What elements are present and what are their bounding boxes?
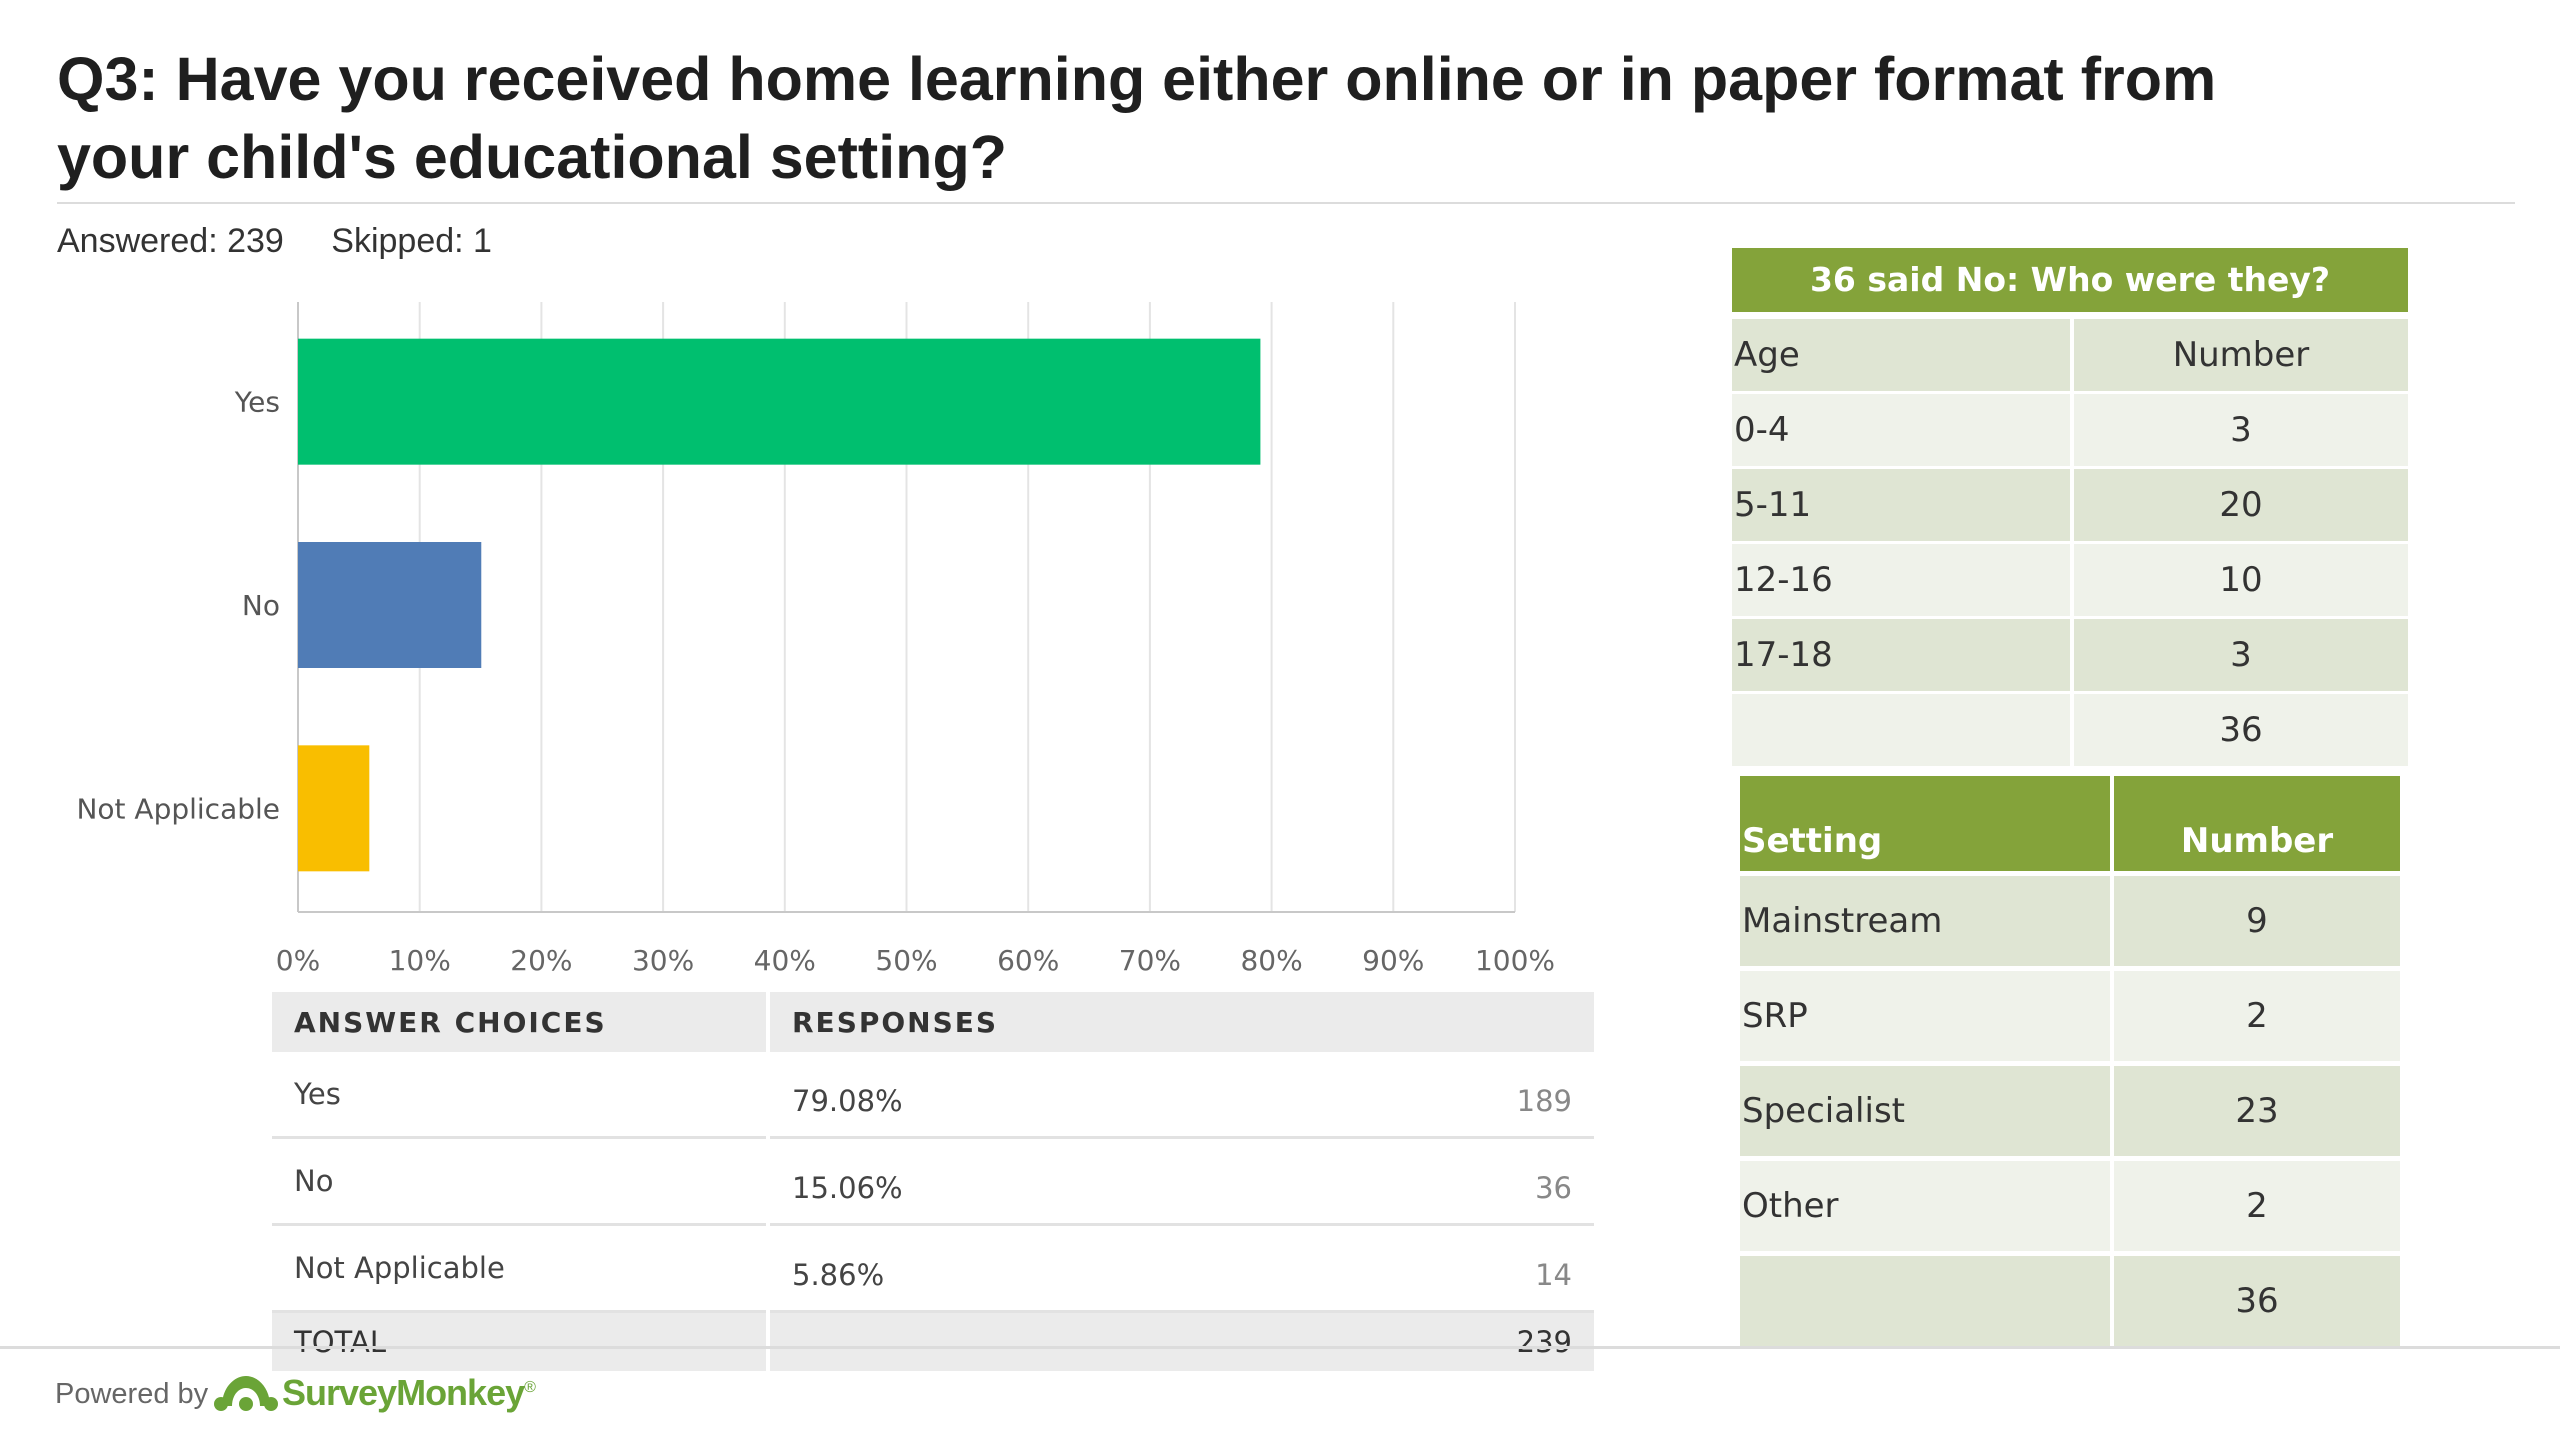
number-cell: 10 — [2070, 542, 2408, 619]
table-row: Yes 79.08% 189 — [272, 1052, 1594, 1139]
answer-choice-label: Yes — [272, 1052, 768, 1139]
age-cell: 12-16 — [1732, 542, 2072, 619]
setting-cell: Mainstream — [1740, 871, 2112, 969]
response-percent: 79.08% — [765, 1052, 1274, 1139]
header-responses: RESPONSES — [766, 992, 1594, 1052]
x-tick-label: 0% — [276, 944, 320, 977]
total-label: TOTAL — [272, 1311, 768, 1371]
number-cell: 3 — [2070, 617, 2408, 694]
category-label: Not Applicable — [76, 792, 280, 825]
skipped-count: Skipped: 1 — [331, 222, 492, 260]
header-answer-choices: ANSWER CHOICES — [272, 992, 768, 1052]
response-count: 14 — [1273, 1224, 1594, 1313]
bar-yes[interactable] — [298, 338, 1261, 465]
x-tick-label: 40% — [754, 944, 816, 977]
x-tick-label: 60% — [997, 944, 1059, 977]
footer-divider — [0, 1346, 2560, 1349]
bar-not-applicable[interactable] — [298, 745, 370, 872]
age-breakdown-panel: 36 said No: Who were they? Age Number 0-… — [1732, 248, 2408, 769]
x-tick-label: 90% — [1362, 944, 1424, 977]
response-percent: 5.86% — [765, 1224, 1274, 1313]
table-row: 17-18 3 — [1732, 617, 2408, 694]
table-row: Mainstream 9 — [1740, 871, 2400, 969]
x-tick-label: 10% — [389, 944, 451, 977]
number-cell: 20 — [2070, 467, 2408, 544]
total-count: 239 — [766, 1311, 1594, 1371]
table-row: SRP 2 — [1740, 966, 2400, 1064]
setting-table: Setting Number Mainstream 9 SRP 2 Specia… — [1740, 776, 2400, 1346]
table-row: Other 2 — [1740, 1156, 2400, 1254]
x-tick-label: 20% — [510, 944, 572, 977]
table-row: Not Applicable 5.86% 14 — [272, 1224, 1594, 1313]
setting-total-cell: 36 — [2110, 1251, 2400, 1346]
age-cell — [1732, 692, 2072, 769]
age-header: Age — [1732, 319, 2072, 394]
answer-choice-label: No — [272, 1137, 768, 1226]
response-summary: Answered: 239 Skipped: 1 — [57, 222, 530, 261]
bar-chart: Yes No Not Applicable 0% 10% 20% 30% 40% 50% 60%… — [76, 302, 1555, 977]
age-cell: 17-18 — [1732, 617, 2072, 694]
answer-choices-table: ANSWER CHOICES RESPONSES Yes 79.08% 189 … — [272, 992, 1594, 1371]
survey-monkey-logo-icon[interactable] — [214, 1366, 278, 1414]
number-cell: 9 — [2110, 871, 2400, 969]
x-tick-label: 80% — [1240, 944, 1302, 977]
brand-text[interactable]: SurveyMonkey — [282, 1372, 525, 1413]
age-table: Age Number 0-4 3 5-11 20 12-16 10 17-18 … — [1732, 319, 2408, 769]
table-row: 36 — [1740, 1251, 2400, 1346]
setting-cell: SRP — [1740, 966, 2112, 1064]
setting-cell: Specialist — [1740, 1061, 2112, 1159]
number-cell: 3 — [2070, 392, 2408, 469]
chart-category-labels: Yes No Not Applicable — [76, 386, 280, 826]
number-cell: 23 — [2110, 1061, 2400, 1159]
setting-cell — [1740, 1251, 2112, 1346]
brand-registered-mark: ® — [524, 1379, 536, 1396]
table-row: Specialist 23 — [1740, 1061, 2400, 1159]
age-cell: 5-11 — [1732, 467, 2072, 544]
x-tick-label: 70% — [1119, 944, 1181, 977]
bar-no[interactable] — [298, 542, 482, 668]
table-row: 36 — [1732, 692, 2408, 769]
response-count: 189 — [1273, 1052, 1594, 1139]
title-divider — [57, 202, 2515, 204]
table-row: 5-11 20 — [1732, 467, 2408, 544]
powered-by-label: Powered by — [55, 1378, 209, 1410]
total-row: TOTAL 239 — [272, 1311, 1594, 1371]
number-cell: 2 — [2110, 1156, 2400, 1254]
setting-cell: Other — [1740, 1156, 2112, 1254]
table-row: No 15.06% 36 — [272, 1137, 1594, 1226]
setting-header: Setting — [1740, 776, 2112, 874]
answered-count: Answered: 239 — [57, 222, 284, 260]
age-total-cell: 36 — [2070, 692, 2408, 769]
table-row: Age Number — [1732, 319, 2408, 394]
chart-bars — [298, 338, 1261, 872]
number-header: Number — [2110, 776, 2400, 874]
number-header: Number — [2070, 319, 2408, 394]
category-label: No — [242, 589, 280, 622]
chart-x-tick-labels: 0% 10% 20% 30% 40% 50% 60% 70% 80% 90% 100% — [276, 944, 1555, 977]
x-tick-label: 30% — [632, 944, 694, 977]
response-percent: 15.06% — [765, 1137, 1274, 1226]
answer-choice-label: Not Applicable — [272, 1224, 768, 1313]
x-tick-label: 100% — [1475, 944, 1555, 977]
x-tick-label: 50% — [875, 944, 937, 977]
response-count: 36 — [1273, 1137, 1594, 1226]
age-cell: 0-4 — [1732, 392, 2072, 469]
table-row: 12-16 10 — [1732, 542, 2408, 619]
age-table-title: 36 said No: Who were they? — [1732, 248, 2408, 312]
table-row: 0-4 3 — [1732, 392, 2408, 469]
category-label: Yes — [234, 386, 280, 419]
number-cell: 2 — [2110, 966, 2400, 1064]
page-title: Q3: Have you received home learning eith… — [57, 45, 2217, 191]
brand-name[interactable]: SurveyMonkey® — [282, 1372, 536, 1414]
